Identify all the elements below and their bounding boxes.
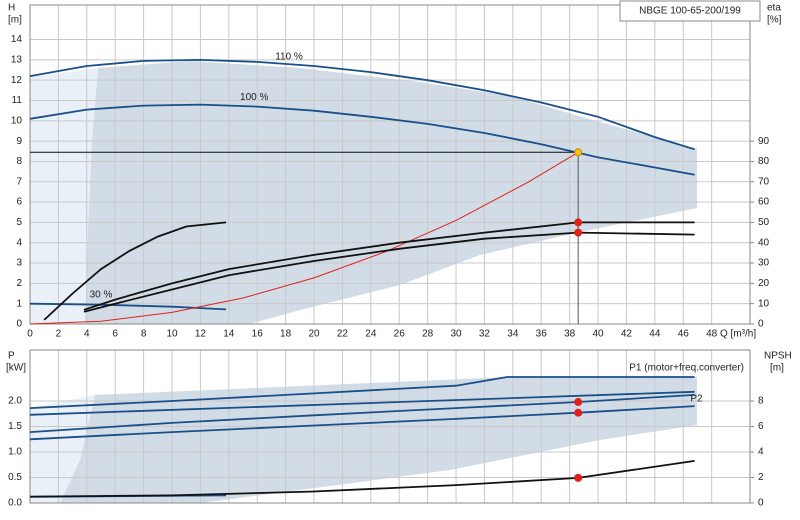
range-shade (85, 61, 697, 324)
y-tick-label: 0 (16, 319, 22, 330)
x-tick-label: 2 (56, 329, 62, 340)
duty-point (574, 228, 583, 237)
curve (29, 376, 695, 409)
y-tick-label: 9 (16, 136, 22, 147)
curve (29, 405, 695, 441)
curve (29, 58, 695, 151)
curve (29, 390, 695, 416)
x-tick-label: 48 (706, 329, 718, 340)
y2-axis-label: eta (767, 3, 781, 14)
curve (29, 302, 227, 311)
x-tick-label: 34 (507, 329, 519, 340)
x-tick-label: 28 (422, 329, 434, 340)
y2-tick-label: 0 (758, 319, 764, 330)
y-tick-label: 1.0 (8, 447, 22, 458)
x-tick-label: 44 (649, 329, 661, 340)
y-tick-label: 10 (11, 115, 23, 126)
range-shade-light (30, 68, 98, 324)
x-tick-label: 38 (564, 329, 576, 340)
x-tick-label: 32 (479, 329, 491, 340)
y2-tick-label: 30 (758, 258, 770, 269)
y2-tick-label: 90 (758, 136, 770, 147)
y-tick-label: 5 (16, 217, 22, 228)
y2-tick-label: 2 (758, 472, 764, 483)
x-tick-label: 26 (394, 329, 406, 340)
range-shade-light (30, 395, 95, 503)
duty-point (574, 148, 583, 157)
y2-tick-label: 70 (758, 176, 770, 187)
chart-title: NBGE 100-65-200/199 (639, 6, 741, 17)
curve (83, 231, 695, 313)
x-tick-label: 40 (592, 329, 604, 340)
title-box (619, 0, 761, 22)
y-axis-unit: [kW] (6, 363, 26, 374)
series-label: 110 % (275, 52, 303, 63)
y2-tick-label: 20 (758, 278, 770, 289)
y-axis-label: P (8, 351, 15, 362)
series-label: 100 % (240, 92, 268, 103)
duty-point (574, 218, 583, 227)
x-tick-label: 4 (84, 329, 90, 340)
x-tick-label: 6 (112, 329, 118, 340)
y2-tick-label: 80 (758, 156, 770, 167)
y-tick-label: 2 (16, 278, 22, 289)
x-tick-label: 24 (365, 329, 377, 340)
x-tick-label: 46 (678, 329, 690, 340)
y2-tick-label: 10 (758, 298, 770, 309)
series-label: P1 (motor+freq.converter) (629, 363, 744, 374)
x-tick-label: 0 (27, 329, 33, 340)
y-tick-label: 8 (16, 156, 22, 167)
y-tick-label: 7 (16, 176, 22, 187)
y-axis-unit: [m] (8, 15, 22, 26)
plot-frame (29, 4, 751, 325)
y2-tick-label: 8 (758, 396, 764, 407)
y-tick-label: 0.5 (8, 472, 22, 483)
y2-tick-label: 0 (758, 498, 764, 509)
y2-axis-unit: [%] (767, 15, 782, 26)
x-axis-label: Q [m³/h] (720, 329, 756, 340)
y2-tick-label: 40 (758, 237, 770, 248)
duty-point (574, 473, 583, 482)
y-tick-label: 1 (16, 298, 22, 309)
y2-tick-label: 4 (758, 447, 764, 458)
y-tick-label: 4 (16, 237, 22, 248)
y-tick-label: 2.0 (8, 396, 22, 407)
y-tick-label: 3 (16, 258, 22, 269)
curve (29, 460, 695, 498)
x-tick-label: 30 (450, 329, 462, 340)
y2-axis-unit: [m] (770, 363, 784, 374)
x-tick-label: 20 (308, 329, 320, 340)
curve (29, 103, 695, 176)
x-tick-label: 14 (223, 329, 235, 340)
x-tick-label: 18 (280, 329, 292, 340)
curve (29, 394, 695, 433)
y-tick-label: 11 (12, 95, 23, 106)
y2-axis-label: NPSH (764, 351, 792, 362)
x-tick-label: 22 (337, 329, 349, 340)
y2-tick-label: 50 (758, 217, 770, 228)
x-tick-label: 36 (536, 329, 548, 340)
y2-tick-label: 6 (758, 421, 764, 432)
series-label: P2 (690, 394, 703, 405)
y-axis-label: H (8, 3, 15, 14)
duty-point (574, 398, 583, 407)
x-tick-label: 10 (166, 329, 178, 340)
y-tick-label: 1.5 (8, 421, 22, 432)
y-tick-label: 13 (11, 55, 23, 66)
x-tick-label: 42 (621, 329, 633, 340)
y-tick-label: 0.0 (8, 498, 22, 509)
x-tick-label: 8 (141, 329, 147, 340)
y-tick-label: 14 (11, 34, 23, 45)
curve (83, 221, 695, 311)
y-tick-label: 12 (11, 75, 23, 86)
curve (29, 151, 579, 325)
x-tick-label: 12 (195, 329, 207, 340)
x-tick-label: 16 (252, 329, 264, 340)
series-label: 30 % (90, 289, 113, 300)
duty-point (574, 408, 583, 417)
y-tick-label: 6 (16, 197, 22, 208)
curve (43, 221, 227, 321)
y2-tick-label: 60 (758, 197, 770, 208)
